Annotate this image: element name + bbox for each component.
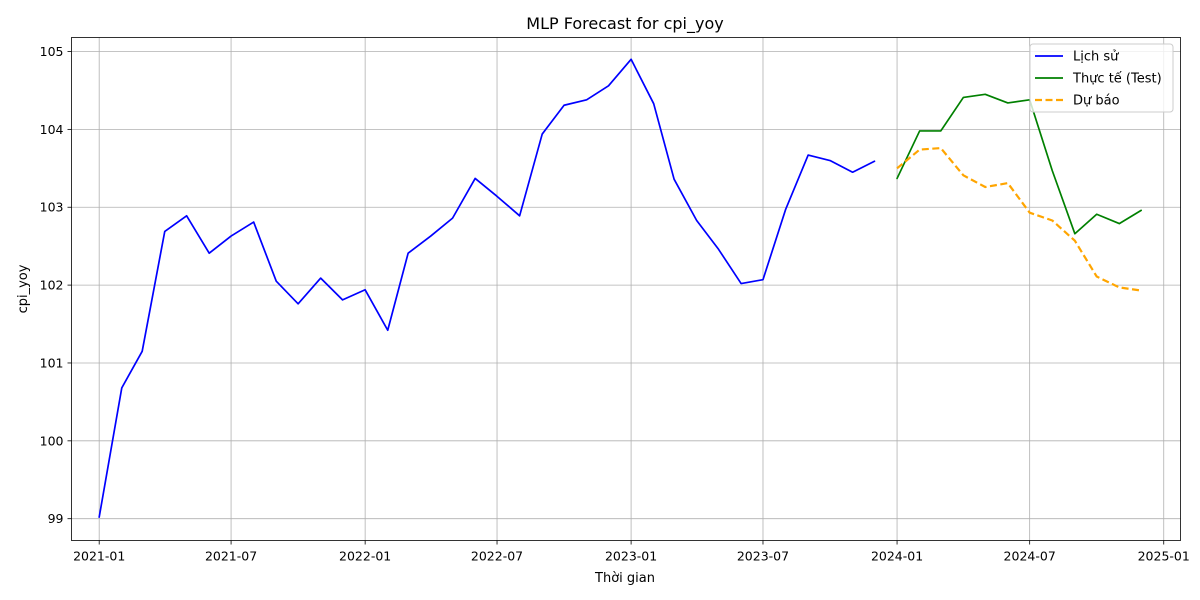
y-tick-label: 99 bbox=[48, 511, 64, 526]
x-tick-label: 2022-07 bbox=[471, 549, 523, 564]
x-tick-label: 2024-01 bbox=[871, 549, 923, 564]
x-tick-label: 2021-01 bbox=[73, 549, 125, 564]
series-line-2 bbox=[896, 93, 1143, 235]
legend-label-3: Dự báo bbox=[1073, 94, 1120, 109]
axis-ticks: 2021-01 2021-07 2022-01 2022-07 2023-01 2023-… bbox=[40, 44, 1190, 563]
y-tick-label: 102 bbox=[40, 278, 64, 293]
x-tick-label: 2022-01 bbox=[339, 549, 391, 564]
series-lines bbox=[98, 58, 1143, 518]
legend-label-1: Lịch sử bbox=[1073, 50, 1119, 65]
x-tick-label: 2021-07 bbox=[205, 549, 257, 564]
series-points-1 bbox=[99, 59, 875, 518]
grid-lines bbox=[71, 37, 1181, 541]
x-tick-label: 2023-01 bbox=[605, 549, 657, 564]
legend-frame bbox=[1029, 43, 1174, 113]
y-axis-title: cpi_yoy bbox=[16, 264, 31, 313]
x-tick-label: 2023-07 bbox=[737, 549, 789, 564]
series-line-3 bbox=[896, 146, 1142, 292]
chart-title: MLP Forecast for cpi_yoy bbox=[526, 14, 723, 34]
x-tick-label: 2024-07 bbox=[1004, 549, 1056, 564]
y-tick-label: 100 bbox=[40, 433, 64, 448]
x-axis-title: Thời gian bbox=[594, 571, 655, 586]
plot-frame bbox=[71, 37, 1181, 541]
series-points-3 bbox=[897, 148, 1142, 291]
legend: Lịch sử Thực tế (Test) Dự báo bbox=[1029, 43, 1174, 113]
legend-label-2: Thực tế (Test) bbox=[1072, 72, 1162, 87]
y-tick-label: 103 bbox=[40, 200, 64, 215]
y-tick-label: 105 bbox=[40, 44, 64, 59]
y-tick-label: 104 bbox=[40, 122, 64, 137]
x-tick-label: 2025-01 bbox=[1138, 549, 1190, 564]
series-line-1 bbox=[98, 58, 876, 518]
y-tick-label: 101 bbox=[40, 355, 64, 370]
